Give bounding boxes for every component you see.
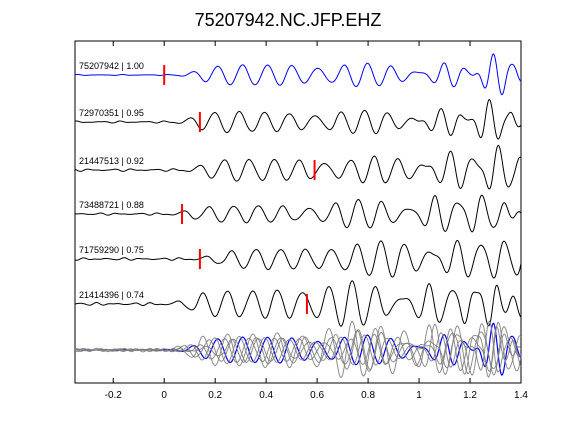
trace-72970351 xyxy=(74,98,522,140)
x-tick-label: 0.2 xyxy=(208,390,222,401)
trace-label-75207942: 75207942 | 1.00 xyxy=(79,61,144,71)
x-tick-label: 0.4 xyxy=(259,390,273,401)
trace-label-73488721: 73488721 | 0.88 xyxy=(79,200,144,210)
stacked-trace-71759290 xyxy=(74,325,522,376)
trace-label-21447513: 21447513 | 0.92 xyxy=(79,156,144,166)
x-tick-label: 0.6 xyxy=(310,390,324,401)
trace-21447513 xyxy=(74,144,522,190)
pick-markers-group xyxy=(163,65,316,314)
trace-label-72970351: 72970351 | 0.95 xyxy=(79,108,144,118)
trace-labels-group: 75207942 | 1.00 72970351 | 0.95 21447513 |… xyxy=(79,61,144,300)
x-tick-label: 1.4 xyxy=(514,390,528,401)
trace-21414396 xyxy=(74,280,522,327)
x-tick-label: 1 xyxy=(416,390,422,401)
chart-title: 75207942.NC.JFP.EHZ xyxy=(195,10,382,30)
traces-group xyxy=(74,53,522,327)
x-tick-label: 0.8 xyxy=(361,390,375,401)
x-tick-label: 1.2 xyxy=(463,390,477,401)
x-tick-label: 0 xyxy=(161,390,167,401)
stacked-overlay-group xyxy=(74,320,522,379)
trace-73488721 xyxy=(74,194,522,233)
trace-label-21414396: 21414396 | 0.74 xyxy=(79,290,144,300)
trace-label-71759290: 71759290 | 0.75 xyxy=(79,245,144,255)
trace-71759290 xyxy=(74,239,522,279)
trace-75207942 xyxy=(74,53,522,96)
x-axis-ticks-group: -0.2 0 0.2 0.4 0.6 0.8 1 1.2 1.4 xyxy=(105,41,528,401)
stacked-trace-21414396 xyxy=(74,320,522,379)
axes-frame xyxy=(74,40,522,384)
x-tick-label: -0.2 xyxy=(105,390,123,401)
